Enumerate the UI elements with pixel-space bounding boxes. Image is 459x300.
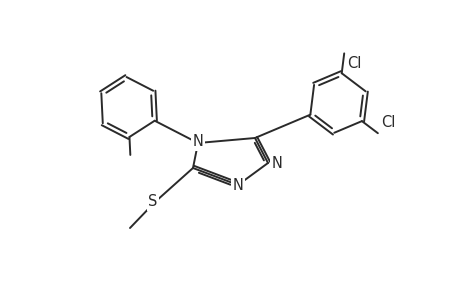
Text: N: N [192, 134, 203, 149]
Text: N: N [271, 155, 282, 170]
Text: Cl: Cl [347, 56, 361, 71]
Text: N: N [232, 178, 243, 194]
Text: S: S [148, 194, 157, 209]
Text: Cl: Cl [380, 115, 394, 130]
